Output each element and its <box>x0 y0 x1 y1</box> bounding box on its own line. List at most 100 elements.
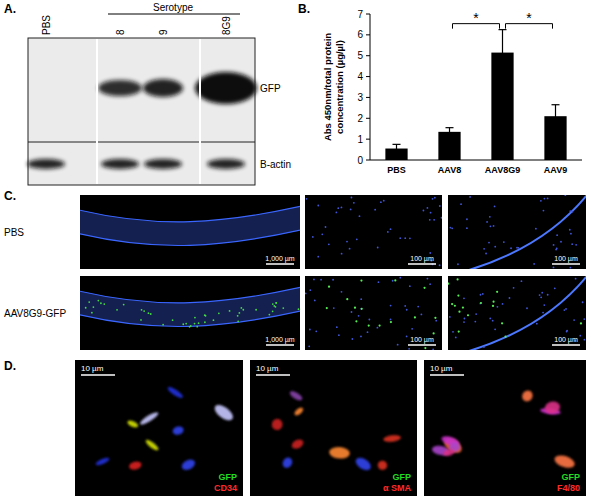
nucleus <box>404 237 406 239</box>
header-line <box>108 14 240 15</box>
cell <box>212 402 236 423</box>
nucleus <box>569 267 571 269</box>
nucleus <box>492 320 494 322</box>
nucleus <box>383 200 385 202</box>
nucleus <box>333 307 335 309</box>
nucleus <box>563 309 565 311</box>
y-tick <box>366 34 370 35</box>
error-stem <box>449 128 450 136</box>
lane-label: PBS <box>41 15 52 35</box>
nucleus <box>464 318 466 320</box>
nucleus <box>584 339 586 341</box>
nucleus <box>351 338 353 340</box>
gfp-signal <box>368 325 370 327</box>
gfp-signal <box>501 322 503 324</box>
nucleus <box>341 291 343 293</box>
y-tick-label: 2 <box>357 113 363 124</box>
nucleus <box>358 315 360 317</box>
scale-bar <box>552 344 580 346</box>
nucleus <box>374 209 376 211</box>
channel-label: CD34 <box>214 483 237 493</box>
nucleus <box>533 263 535 265</box>
lane-label: 9 <box>158 29 169 35</box>
gfp-signal <box>213 319 215 321</box>
nucleus <box>430 212 432 214</box>
error-bar <box>552 105 560 128</box>
nucleus <box>503 241 505 243</box>
histology-panel: PBS1,000 µm100 µm100 µmAAV8G9-GFP1,000 µ… <box>4 190 591 355</box>
nucleus <box>482 293 484 295</box>
cell <box>180 458 197 473</box>
y-axis-title-line: concentration (µg/µl) <box>334 40 345 134</box>
micrograph <box>448 195 586 269</box>
cell <box>172 425 185 436</box>
lane-separator <box>96 39 98 184</box>
marks <box>385 30 566 160</box>
gfp-signal <box>448 283 449 285</box>
nucleus <box>540 296 542 298</box>
gfp-signal <box>433 332 435 334</box>
significance-label: * <box>473 10 479 26</box>
scale-bar <box>552 263 580 265</box>
nucleus <box>502 303 504 305</box>
nucleus <box>356 238 358 240</box>
nucleus <box>346 241 348 243</box>
nucleus <box>390 228 392 230</box>
gfp-signal <box>480 302 482 304</box>
nucleus <box>582 301 584 303</box>
nucleus <box>489 318 491 320</box>
blot-header: Serotype <box>153 2 193 13</box>
nucleus <box>554 287 556 289</box>
cell <box>166 385 184 399</box>
cell <box>553 453 576 470</box>
gfp-signal <box>268 314 270 316</box>
nucleus <box>539 294 541 296</box>
nucleus <box>305 293 307 295</box>
gfp-signal <box>282 307 284 309</box>
nucleus <box>513 287 515 289</box>
micrograph-content <box>450 195 586 269</box>
nucleus <box>429 283 431 285</box>
nucleus <box>409 237 411 239</box>
nucleus <box>435 320 437 322</box>
y-tick-label: 0 <box>357 155 363 166</box>
nucleus <box>474 321 476 323</box>
error-stem <box>555 105 556 128</box>
nucleus <box>449 316 451 318</box>
blot-row-label: GFP <box>260 83 281 94</box>
nucleus <box>376 327 378 329</box>
y-tick-label: 4 <box>357 71 363 82</box>
nucleus <box>540 200 542 202</box>
nucleus <box>439 264 441 266</box>
gfp-signal <box>355 320 357 322</box>
gfp-signal <box>162 324 164 326</box>
gfp-signal <box>143 310 145 312</box>
gfp-signal <box>237 315 239 317</box>
nucleus <box>543 304 545 306</box>
gfp-signal <box>424 347 426 349</box>
y-tick <box>366 118 370 119</box>
gfp-signal <box>123 304 125 306</box>
cell <box>329 446 351 459</box>
nucleus <box>321 233 323 235</box>
gfp-signal <box>492 301 494 303</box>
nucleus <box>452 331 454 333</box>
nucleus <box>455 337 457 339</box>
nucleus <box>367 331 369 333</box>
nucleus <box>566 330 568 332</box>
nucleus <box>510 247 512 249</box>
gfp-signal <box>194 317 196 319</box>
tissue-edge <box>455 195 586 269</box>
nucleus <box>406 309 408 311</box>
nucleus <box>463 297 465 299</box>
nucleus <box>337 207 339 209</box>
micrograph <box>448 276 586 350</box>
error-cap <box>446 127 454 128</box>
cell <box>353 455 373 473</box>
nucleus <box>390 319 392 321</box>
gfp-signal <box>326 307 328 309</box>
gfp-signal <box>361 308 363 310</box>
gfp-signal <box>116 309 118 311</box>
x-tick-label: PBS <box>387 165 406 175</box>
error-bar <box>499 30 507 76</box>
